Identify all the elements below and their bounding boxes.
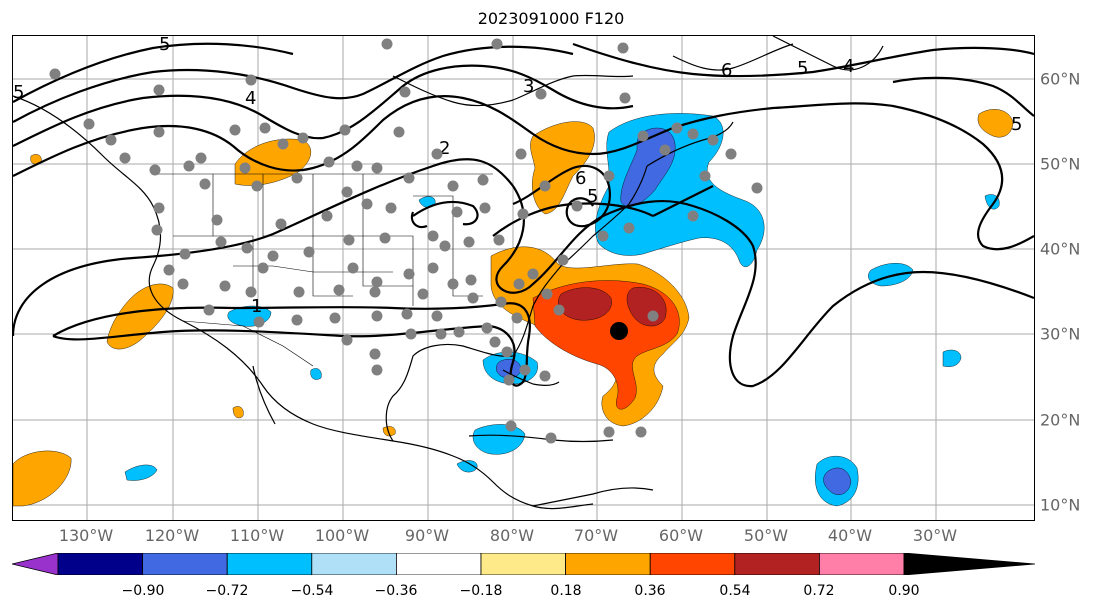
lat-label: 10°N bbox=[1040, 495, 1081, 515]
contour-label: 5 bbox=[1011, 114, 1022, 135]
negative-anomaly-south-atl-core bbox=[823, 467, 852, 495]
map-panel: 5 6 5 4 5 4 3 2 1 5 6 5 bbox=[12, 35, 1035, 521]
contour-label: 1 bbox=[251, 296, 262, 317]
contour-label: 2 bbox=[439, 138, 450, 159]
colorbar-tick: 0.72 bbox=[803, 583, 835, 599]
lon-label: 50°W bbox=[743, 526, 789, 545]
negative-anomaly-atlantic-canada bbox=[595, 113, 765, 268]
lon-label: 120°W bbox=[144, 526, 200, 545]
height-contours bbox=[13, 42, 1034, 388]
contour-label: 6 bbox=[575, 168, 586, 189]
contour-label: 6 bbox=[721, 60, 732, 81]
contour-label: 4 bbox=[843, 56, 854, 77]
colorbar-segment bbox=[226, 553, 313, 575]
storm-center-marker bbox=[610, 322, 628, 340]
positive-anomaly-pacific-small bbox=[232, 406, 244, 419]
colorbar-tick: −0.72 bbox=[205, 583, 249, 599]
contour-label: 5 bbox=[13, 82, 24, 103]
colorbar-tick: −0.18 bbox=[459, 583, 503, 599]
colorbar-tick: −0.90 bbox=[121, 583, 165, 599]
colorbar-segment bbox=[734, 553, 820, 575]
contour-label: 5 bbox=[159, 36, 170, 55]
lat-label: 30°N bbox=[1040, 324, 1081, 344]
lon-label: 110°W bbox=[229, 526, 285, 545]
colorbar-tick: 0.90 bbox=[888, 583, 920, 599]
colorbar-tick: −0.54 bbox=[290, 583, 334, 599]
map-title: 2023091000 F120 bbox=[477, 9, 625, 28]
positive-anomaly-gulf-small bbox=[382, 426, 396, 437]
colorbar-segment bbox=[480, 553, 566, 575]
negative-anomaly-caribbean bbox=[472, 424, 526, 455]
negative-anomaly-pacific bbox=[124, 464, 158, 481]
lon-label: 60°W bbox=[658, 526, 704, 545]
negative-anomaly-central-atl bbox=[868, 263, 914, 287]
lon-label: 130°W bbox=[58, 526, 114, 545]
contour-label: 5 bbox=[797, 58, 808, 79]
colorbar-tick: 0.36 bbox=[634, 583, 666, 599]
negative-anomaly-florida bbox=[310, 368, 322, 380]
lon-label: 70°W bbox=[573, 526, 619, 545]
station-markers bbox=[49, 38, 763, 444]
contour-label: 3 bbox=[523, 76, 534, 97]
lat-label: 40°N bbox=[1040, 239, 1081, 259]
lon-label: 40°W bbox=[827, 526, 873, 545]
colorbar-segment bbox=[12, 553, 59, 575]
colorbar-tick: 0.54 bbox=[719, 583, 751, 599]
negative-anomaly-east-atl bbox=[942, 349, 962, 367]
colorbar-segment bbox=[649, 553, 736, 575]
colorbar-segment bbox=[903, 553, 1035, 575]
positive-anomaly-atlantic-ne bbox=[977, 109, 1014, 138]
lon-label: 80°W bbox=[489, 526, 535, 545]
colorbar-tick: 0.18 bbox=[550, 583, 582, 599]
colorbar-segment bbox=[311, 553, 397, 575]
positive-anomaly-pacific bbox=[13, 450, 72, 507]
coastlines bbox=[13, 36, 884, 510]
lon-label: 100°W bbox=[314, 526, 370, 545]
colorbar-segment bbox=[565, 553, 651, 575]
colorbar-segment bbox=[142, 553, 228, 575]
colorbar-segment bbox=[395, 553, 482, 575]
positive-anomaly-west-coast bbox=[106, 283, 174, 350]
colorbar bbox=[12, 553, 1035, 575]
lon-label: 90°W bbox=[404, 526, 450, 545]
lat-label: 50°N bbox=[1040, 154, 1081, 174]
lat-label: 60°N bbox=[1040, 69, 1081, 89]
contour-label: 5 bbox=[587, 186, 598, 207]
lon-label: 30°W bbox=[912, 526, 958, 545]
contour-label: 4 bbox=[245, 88, 256, 109]
lat-label: 20°N bbox=[1040, 410, 1081, 430]
positive-anomaly-peak bbox=[557, 287, 612, 321]
colorbar-segment bbox=[57, 553, 143, 575]
colorbar-tick: −0.36 bbox=[374, 583, 418, 599]
colorbar-segment bbox=[819, 553, 905, 575]
